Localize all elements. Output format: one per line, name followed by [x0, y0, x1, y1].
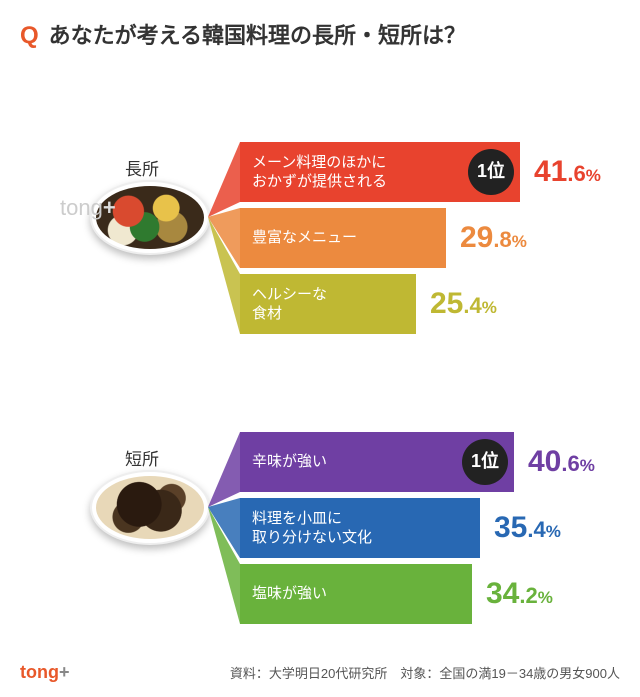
bar-row: 辛味が強い 1位 40.6% [240, 432, 610, 492]
bar-row: ヘルシーな 食材 25.4% [240, 274, 610, 334]
percentage-value: 25.4% [430, 287, 497, 321]
footer: tong+ 資料：大学明日20代研究所 対象：全国の満19－34歳の男女900人 [20, 662, 620, 683]
source-text: 資料：大学明日20代研究所 対象：全国の満19－34歳の男女900人 [230, 663, 620, 682]
rank-badge: 1位 [468, 149, 514, 195]
bar-label: 辛味が強い [252, 452, 327, 472]
bar-row: 塩味が強い 34.2% [240, 564, 610, 624]
section-label: 短所 [125, 445, 159, 470]
cons-section: 短所 辛味が強い 1位 40.6% 料理を小皿に 取り分けない文化 35.4% 塩味が強い 3… [0, 350, 640, 640]
bar: 料理を小皿に 取り分けない文化 [240, 498, 480, 558]
brand-logo: tong+ [20, 662, 70, 683]
bar-row: 豊富なメニュー 29.8% [240, 208, 610, 268]
page-title: あなたが考える韓国料理の長所・短所は？ [49, 18, 466, 50]
section-label: 長所 [125, 155, 159, 180]
bar: 塩味が強い [240, 564, 472, 624]
bar-label: 塩味が強い [252, 584, 327, 604]
bar: メーン料理のほかに おかずが提供される 1位 [240, 142, 520, 202]
percentage-value: 41.6% [534, 155, 601, 189]
bar: ヘルシーな 食材 [240, 274, 416, 334]
q-mark: Q [20, 22, 39, 50]
bar-label: 豊富なメニュー [252, 228, 357, 248]
bar-row: メーン料理のほかに おかずが提供される 1位 41.6% [240, 142, 610, 202]
watermark: tong+ [60, 195, 116, 221]
header: Q あなたが考える韓国料理の長所・短所は？ [0, 0, 640, 60]
jajangmyeon-icon [90, 470, 210, 545]
bar: 豊富なメニュー [240, 208, 446, 268]
percentage-value: 29.8% [460, 221, 527, 255]
bar-label: 料理を小皿に 取り分けない文化 [252, 509, 372, 548]
bar-label: メーン料理のほかに おかずが提供される [252, 153, 387, 192]
rank-badge: 1位 [462, 439, 508, 485]
bar: 辛味が強い 1位 [240, 432, 514, 492]
bar-label: ヘルシーな 食材 [252, 285, 327, 324]
percentage-value: 35.4% [494, 511, 561, 545]
percentage-value: 40.6% [528, 445, 595, 479]
percentage-value: 34.2% [486, 577, 553, 611]
bar-row: 料理を小皿に 取り分けない文化 35.4% [240, 498, 610, 558]
